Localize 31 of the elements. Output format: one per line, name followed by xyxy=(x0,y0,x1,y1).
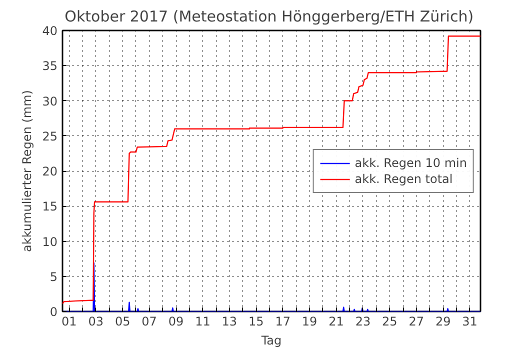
x-tick-label: 07 xyxy=(142,314,157,328)
x-tick-label: 27 xyxy=(408,314,424,328)
y-tick-label: 10 xyxy=(42,234,58,249)
x-tick-label: 13 xyxy=(222,314,238,328)
y-tick-label: 0 xyxy=(50,305,58,319)
x-tick-label: 05 xyxy=(114,314,130,328)
y-tick-label: 20 xyxy=(42,164,58,178)
line-series xyxy=(62,36,480,304)
x-tick-label: 01 xyxy=(62,314,77,328)
x-tick-label: 29 xyxy=(435,314,451,328)
y-tick-label: 5 xyxy=(50,270,58,284)
legend-label: akk. Regen 10 min xyxy=(354,156,467,170)
x-axis-title: Tag xyxy=(260,334,282,348)
x-tick-label: 19 xyxy=(302,314,318,328)
y-tick-label: 30 xyxy=(42,94,58,108)
x-tick-label: 31 xyxy=(462,314,478,328)
chart-title: Oktober 2017 (Meteostation Hönggerberg/ETH Zürich) xyxy=(64,8,474,26)
x-tick-label: 11 xyxy=(195,314,210,328)
x-tick-label: 03 xyxy=(88,314,104,328)
x-tick-label: 25 xyxy=(382,314,398,328)
x-tick-label: 21 xyxy=(328,314,344,328)
y-axis-title: akkumulierter Regen (mm) xyxy=(20,90,34,252)
x-tick-label: 09 xyxy=(168,314,184,328)
x-tick-label: 15 xyxy=(248,314,264,328)
legend-label: akk. Regen total xyxy=(354,172,453,186)
x-tick-label: 17 xyxy=(275,314,290,328)
x-tick-label: 23 xyxy=(355,314,371,328)
y-tick-label: 25 xyxy=(42,129,58,144)
y-tick-label: 15 xyxy=(42,200,58,214)
y-tick-label: 35 xyxy=(42,59,58,74)
y-tick-label: 40 xyxy=(42,24,58,38)
